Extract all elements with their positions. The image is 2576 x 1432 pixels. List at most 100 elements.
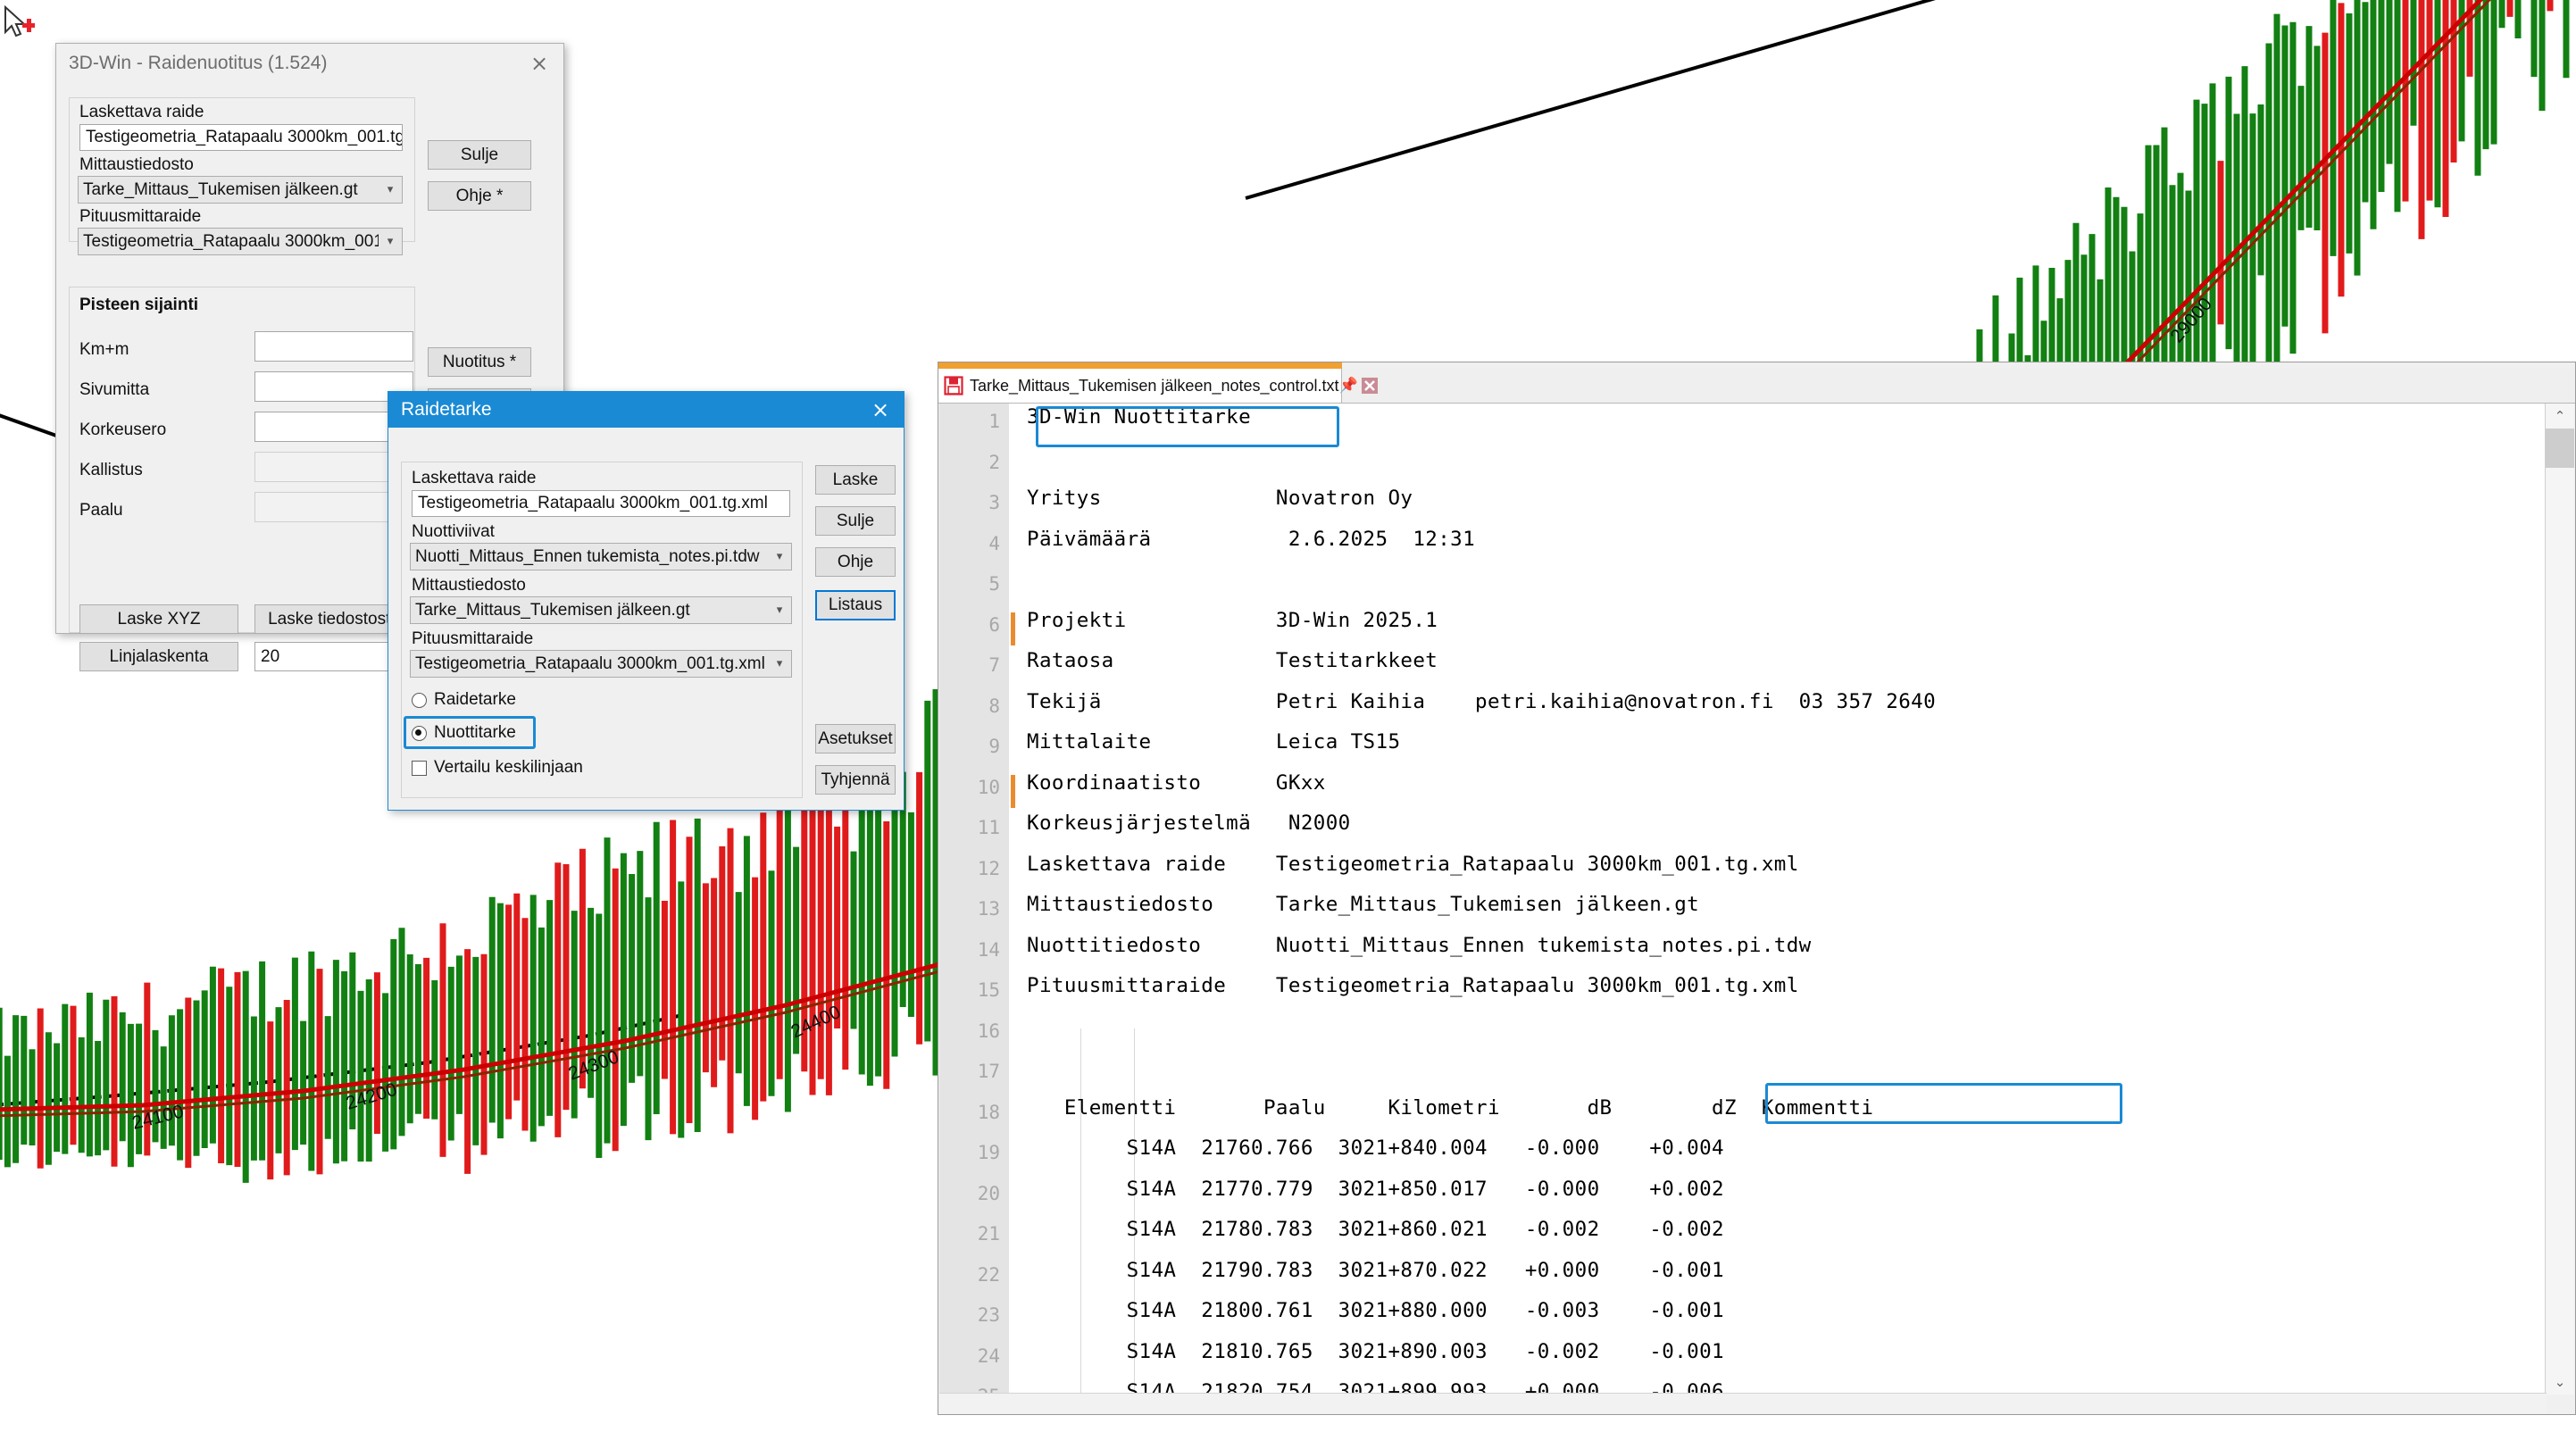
chevron-down-icon[interactable]: ▾ [776, 657, 783, 670]
chevron-down-icon[interactable]: ▾ [776, 604, 783, 617]
editor-text-area[interactable]: 1234567891011121314151617181920212223242… [939, 404, 2547, 1395]
kmm-input[interactable] [254, 331, 413, 362]
raidetarke-fields-group [401, 462, 803, 798]
code-line[interactable]: S14A 21770.779 3021+850.017 -0.000 +0.00… [1027, 1177, 1724, 1201]
rt-mittaustiedosto-select[interactable]: Tarke_Mittaus_Tukemisen jälkeen.gt ▾ [410, 596, 792, 624]
mittaustiedosto-value: Tarke_Mittaus_Tukemisen jälkeen.gt [83, 179, 358, 199]
code-line[interactable]: Nuottitiedosto Nuotti_Mittaus_Ennen tuke… [1027, 933, 1812, 957]
mittaustiedosto-select[interactable]: Tarke_Mittaus_Tukemisen jälkeen.gt ▾ [78, 176, 403, 204]
laske-tiedostosta-button[interactable]: Laske tiedostosta [254, 604, 413, 634]
line-number: 8 [988, 695, 1000, 717]
sulje-button[interactable]: Sulje [428, 140, 531, 170]
radio-icon-nuottitarke[interactable] [412, 725, 427, 741]
close-icon[interactable]: × [871, 397, 890, 422]
code-line[interactable]: Mittalaite Leica TS15 [1027, 730, 1401, 753]
raidenuotitus-title: 3D-Win - Raidenuotitus (1.524) [69, 53, 328, 73]
code-line[interactable]: S14A 21780.783 3021+860.021 -0.002 -0.00… [1027, 1218, 1724, 1241]
pituusmittaraide-select[interactable]: Testigeometria_Ratapaalu 3000km_001.tg.x… [78, 228, 403, 255]
line-number: 20 [977, 1182, 1000, 1204]
korkeusero-input[interactable] [254, 412, 413, 442]
line-number: 9 [988, 736, 1000, 757]
line-number: 16 [977, 1020, 1000, 1042]
code-line[interactable]: Elementti Paalu Kilometri dB dZ Kommentt… [1027, 1095, 1874, 1120]
line-number: 10 [977, 776, 1000, 798]
change-marker [1011, 612, 1015, 645]
pituusmittaraide-label: Pituusmittaraide [79, 207, 202, 226]
editor-tabbar[interactable]: Tarke_Mittaus_Tukemisen jälkeen_notes_co… [938, 369, 2575, 404]
raidenuotitus-titlebar[interactable]: 3D-Win - Raidenuotitus (1.524) × [56, 44, 563, 83]
indent-guide [1134, 1028, 1135, 1395]
code-line[interactable]: S14A 21810.765 3021+890.003 -0.002 -0.00… [1027, 1339, 1724, 1363]
indent-guide [1080, 1028, 1081, 1395]
line-number: 14 [977, 938, 1000, 961]
rt-ohje-button[interactable]: Ohje [815, 547, 896, 577]
rt-laskettava-raide-input[interactable]: Testigeometria_Ratapaalu 3000km_001.tg.x… [412, 490, 790, 517]
scrollbar-thumb[interactable] [2546, 429, 2574, 468]
radio-nuottitarke[interactable]: Nuottitarke [412, 723, 516, 743]
rt-mittaustiedosto-value: Tarke_Mittaus_Tukemisen jälkeen.gt [415, 600, 690, 620]
checkbox-vertailu-keskilinjaan[interactable]: Vertailu keskilinjaan [412, 758, 583, 778]
checkbox-icon-vertailu[interactable] [412, 760, 427, 776]
radio-raidetarke[interactable]: Raidetarke [412, 690, 516, 710]
code-line[interactable]: S14A 21800.761 3021+880.000 -0.003 -0.00… [1027, 1299, 1724, 1322]
rt-laske-button[interactable]: Laske [815, 465, 896, 495]
rt-listaus-button[interactable]: Listaus [815, 590, 896, 620]
rt-tyhjenna-button[interactable]: Tyhjennä [815, 765, 896, 795]
code-line[interactable]: Yritys Novatron Oy [1027, 487, 1413, 510]
code-line[interactable]: S14A 21820.754 3021+899.993 +0.000 -0.00… [1027, 1380, 1724, 1395]
radio-icon-raidetarke[interactable] [412, 692, 427, 708]
horizontal-scrollbar[interactable] [939, 1393, 2547, 1413]
rt-nuottiviivat-select[interactable]: Nuotti_Mittaus_Ennen tukemista_notes.pi.… [410, 543, 792, 570]
sivumitta-input[interactable] [254, 371, 413, 402]
line-number: 4 [988, 532, 1000, 554]
chevron-down-icon[interactable]: ▾ [387, 235, 394, 248]
line-number: 18 [977, 1101, 1000, 1123]
rt-pituusmittaraide-label: Pituusmittaraide [412, 629, 534, 648]
rt-asetukset-button[interactable]: Asetukset [815, 724, 896, 753]
interval-input[interactable]: 20 [254, 642, 413, 671]
linjalaskenta-button[interactable]: Linjalaskenta [79, 642, 238, 671]
code-line[interactable]: Päivämäärä 2.6.2025 12:31 [1027, 527, 1476, 551]
code-line[interactable]: Mittaustiedosto Tarke_Mittaus_Tukemisen … [1027, 893, 1700, 916]
code-line[interactable]: Laskettava raide Testigeometria_Ratapaal… [1027, 852, 1799, 876]
line-number: 22 [977, 1263, 1000, 1286]
code-line[interactable]: S14A 21790.783 3021+870.022 +0.000 -0.00… [1027, 1258, 1724, 1282]
rt-sulje-button[interactable]: Sulje [815, 506, 896, 536]
raidetarke-title: Raidetarke [401, 399, 492, 420]
vertical-scrollbar[interactable]: ⌃ ⌄ [2545, 404, 2574, 1395]
code-line[interactable]: Koordinaatisto GKxx [1027, 770, 1326, 795]
tab-notes-control-txt[interactable]: Tarke_Mittaus_Tukemisen jälkeen_notes_co… [938, 369, 1378, 403]
rt-nuottiviivat-value: Nuotti_Mittaus_Ennen tukemista_notes.pi.… [415, 546, 760, 566]
rt-mittaustiedosto-label: Mittaustiedosto [412, 576, 526, 595]
rt-pituusmittaraide-select[interactable]: Testigeometria_Ratapaalu 3000km_001.tg.x… [410, 650, 792, 678]
fold-margin[interactable] [1009, 404, 1022, 1395]
close-icon[interactable] [1360, 376, 1380, 395]
code-line[interactable]: 3D-Win Nuottitarke [1027, 405, 1252, 429]
scroll-down-icon[interactable]: ⌄ [2554, 1374, 2566, 1390]
sivumitta-label: Sivumitta [79, 380, 150, 399]
code-line[interactable]: Tekijä Petri Kaihia petri.kaihia@novatro… [1027, 689, 1937, 713]
code-line[interactable]: Pituusmittaraide Testigeometria_Ratapaal… [1027, 974, 1799, 997]
raidetarke-titlebar[interactable]: Raidetarke × [388, 392, 904, 428]
line-number: 25 [939, 1386, 1000, 1395]
close-icon[interactable]: × [529, 51, 549, 76]
laske-xyz-button[interactable]: Laske XYZ [79, 604, 238, 634]
scroll-up-icon[interactable]: ⌃ [2554, 408, 2566, 424]
code-line[interactable]: Projekti 3D-Win 2025.1 [1027, 608, 1438, 632]
ohje-button[interactable]: Ohje * [428, 181, 531, 211]
reference-line-upper [1245, 0, 1936, 200]
line-number: 2 [988, 451, 1000, 473]
chevron-down-icon[interactable]: ▾ [387, 183, 394, 196]
laskettava-raide-input[interactable]: Testigeometria_Ratapaalu 3000km_001.tg.x… [79, 124, 403, 151]
code-line[interactable]: Korkeusjärjestelmä N2000 [1027, 812, 1351, 835]
code-line[interactable]: Rataosa Testitarkkeet [1027, 649, 1438, 672]
raidenuotitus-dialog[interactable]: 3D-Win - Raidenuotitus (1.524) × Laskett… [55, 43, 564, 671]
text-editor-window[interactable]: Tarke_Mittaus_Tukemisen jälkeen_notes_co… [938, 362, 2576, 1415]
line-number: 7 [988, 654, 1000, 676]
line-number: 13 [977, 898, 1000, 920]
code-line[interactable]: S14A 21760.766 3021+840.004 -0.000 +0.00… [1027, 1136, 1724, 1160]
raidetarke-dialog[interactable]: Raidetarke × Laskettava raide Testigeome… [388, 391, 905, 811]
pin-icon[interactable]: 📌 [1338, 377, 1358, 394]
chevron-down-icon[interactable]: ▾ [776, 550, 783, 563]
nuotitus-button[interactable]: Nuotitus * [428, 347, 531, 377]
